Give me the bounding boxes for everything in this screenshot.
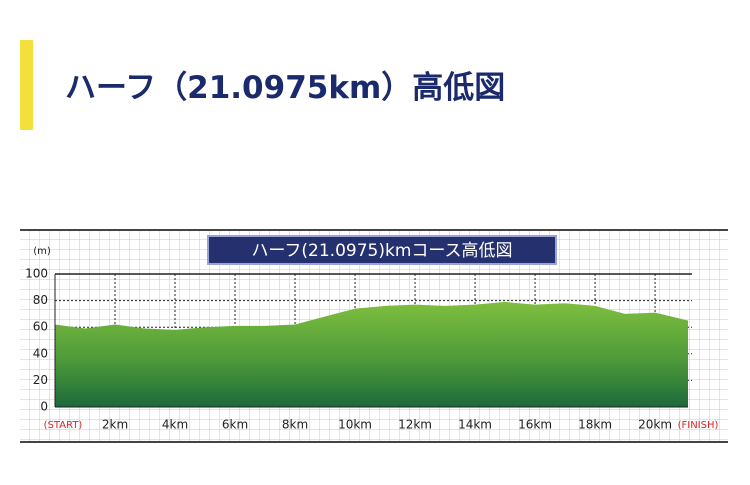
x-tick-label: 2km	[102, 418, 128, 432]
plot: (START) 2km 4km 6km 8km 10km 12km 14km 16km 18km 2…	[25, 267, 718, 432]
y-tick-label: 100	[25, 267, 48, 281]
x-tick-label: 10km	[338, 418, 372, 432]
chart-title: ハーフ(21.0975)kmコース高低図	[251, 241, 512, 261]
elevation-area	[55, 301, 688, 407]
y-axis-label: (m)	[33, 246, 51, 257]
x-tick-label: (START)	[44, 420, 83, 431]
x-tick-label: 14km	[458, 418, 492, 432]
x-tick-label: 18km	[578, 418, 612, 432]
x-tick-label: 16km	[518, 418, 552, 432]
y-tick-label: 40	[33, 346, 48, 360]
chart-title-box	[207, 235, 557, 265]
x-tick-label: 4km	[162, 418, 188, 432]
x-tick-label: 6km	[222, 418, 248, 432]
y-tick-label: 0	[40, 400, 48, 414]
x-tick-label: 12km	[398, 418, 432, 432]
x-tick-label: (FINISH)	[678, 420, 719, 431]
page-title: ハーフ（21.0975km）高低図	[65, 70, 506, 106]
y-tick-label: 80	[33, 293, 48, 307]
y-tick-label: 60	[33, 320, 48, 334]
accent-bar	[20, 40, 33, 130]
x-tick-label: 8km	[282, 418, 308, 432]
y-tick-label: 20	[33, 373, 48, 387]
x-tick-label: 20km	[638, 418, 672, 432]
